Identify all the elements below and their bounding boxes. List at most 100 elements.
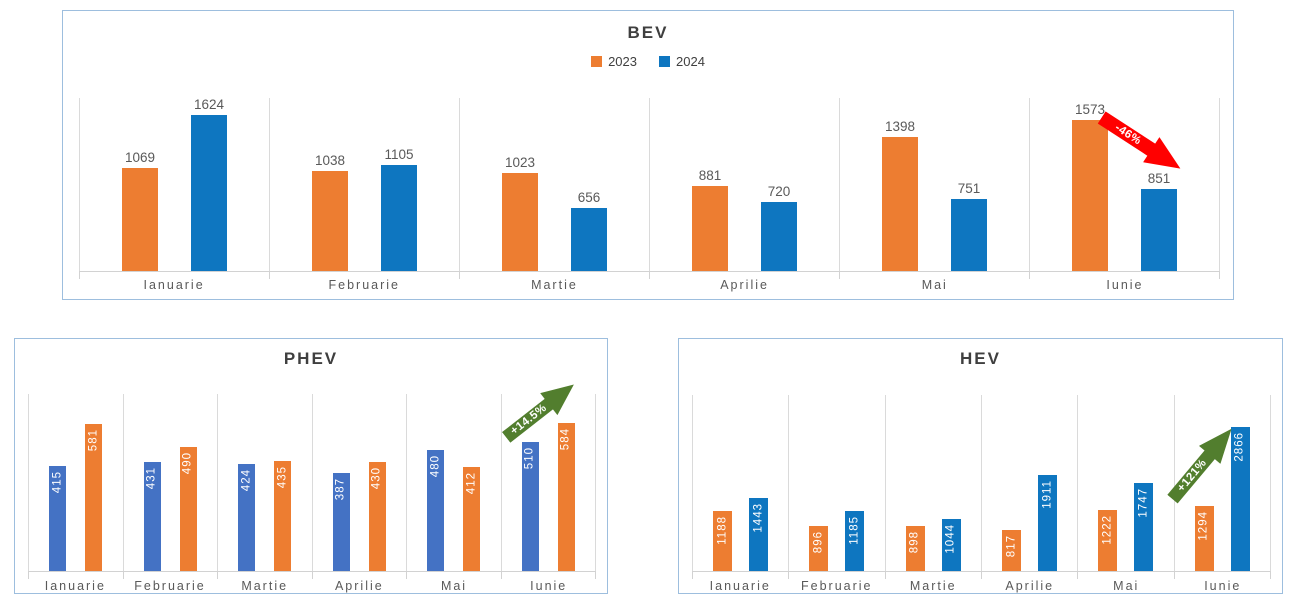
bar-hev-2024-februarie[interactable]: 1185 [845,511,865,571]
bar-pair: 1069 1624 [80,96,269,271]
bar-value-label: 1573 [1074,101,1106,117]
bar-bev-2023-martie[interactable] [502,173,538,271]
bar-hev-2023-martie[interactable]: 898 [905,526,925,571]
bar-group: 1747 [1134,483,1154,571]
category-label-februarie: Februarie [801,579,873,593]
bar-value-label: 1105 [384,146,414,162]
bar-group: 1038 [312,153,348,271]
bar-group: 851 [1141,171,1177,271]
category-label-martie: Martie [241,579,289,593]
bar-bev-2024-iunie[interactable] [1141,189,1177,271]
bar-phev-2023-iunie[interactable]: 510 [521,442,539,571]
bar-hev-2024-mai[interactable]: 1747 [1134,483,1154,571]
legend-label-2024: 2024 [676,54,705,69]
category-cell-februarie: 896 1185 [788,395,884,579]
bar-phev-2024-iunie[interactable]: 584 [557,423,575,571]
bar-hev-2024-martie[interactable]: 1044 [941,519,961,571]
bar-group: 480 [427,450,445,571]
bar-phev-2023-mai[interactable]: 480 [427,450,445,571]
bar-group: 656 [571,189,607,271]
bar-bev-2023-mai[interactable] [882,137,918,271]
phev-plot-area: 415 581 431 490 424 435 387 430 480 412 510 584 +14.… [28,394,596,579]
bar-hev-2023-iunie[interactable]: 1294 [1194,506,1214,571]
bar-pair: 896 1185 [789,511,884,571]
category-label-iunie: Iunie [530,579,568,593]
category-label-mai: Mai [921,278,948,292]
bar-value-label: 1044 [944,524,957,554]
bar-hev-2023-aprilie[interactable]: 817 [1002,530,1022,571]
bar-phev-2023-aprilie[interactable]: 387 [332,473,350,571]
category-cell-iunie: 510 584 +14.5% [501,394,596,579]
bar-phev-2024-mai[interactable]: 412 [463,467,481,571]
category-label-ianuarie: Ianuarie [143,278,205,292]
bar-hev-2023-februarie[interactable]: 896 [809,526,829,571]
category-label-mai: Mai [1113,579,1140,593]
bar-phev-2023-februarie[interactable]: 431 [143,462,161,571]
bar-group: 1294 [1194,506,1214,571]
bar-value-label: 656 [577,189,601,205]
bar-value-label: 581 [87,429,99,452]
bar-pair: 1398 751 [840,118,1029,271]
legend-item-2024: 2024 [659,54,705,69]
bar-group: 435 [274,461,292,571]
bar-group: 415 [49,466,67,571]
bar-value-label: 1911 [1040,480,1053,509]
bar-bev-2024-martie[interactable] [571,208,607,271]
bar-group: 1105 [381,146,417,271]
bar-group: 720 [761,184,797,271]
category-label-iunie: Iunie [1106,278,1144,292]
bar-phev-2023-ianuarie[interactable]: 415 [49,466,67,571]
bev-chart-panel: BEV 2023 2024 1069 1624 1038 1105 1023 656 881… [62,10,1234,300]
bar-bev-2024-aprilie[interactable] [761,202,797,271]
bar-pair: 1038 1105 [270,146,459,271]
bar-pair: 881 720 [650,168,839,271]
bar-hev-2024-iunie[interactable]: 2866 [1230,427,1250,571]
legend-swatch-2024 [659,56,670,67]
bar-group: 424 [238,464,256,571]
category-label-aprilie: Aprilie [334,579,384,593]
category-cell-martie: 1023 656 [459,98,649,279]
category-label-ianuarie: Ianuarie [709,579,771,593]
bar-hev-2023-mai[interactable]: 1222 [1098,510,1118,571]
bar-group: 1624 [191,96,227,271]
bar-bev-2024-mai[interactable] [951,199,987,271]
phev-chart-panel: PHEV 415 581 431 490 424 435 387 430 480 412 510 58… [14,338,608,594]
bar-phev-2023-martie[interactable]: 424 [238,464,256,571]
bar-phev-2024-aprilie[interactable]: 430 [368,462,386,571]
category-label-mai: Mai [440,579,468,593]
bar-phev-2024-martie[interactable]: 435 [274,461,292,571]
category-cell-iunie: 1573 851 -46% [1029,98,1220,279]
category-cell-martie: 898 1044 [884,395,981,579]
category-cell-februarie: 431 490 [122,394,218,579]
legend-item-2023: 2023 [591,54,637,69]
category-label-iunie: Iunie [1204,579,1242,593]
bar-value-label: 1624 [193,96,225,112]
bar-hev-2024-ianuarie[interactable]: 1443 [749,498,769,571]
bar-value-label: 1398 [884,118,916,134]
bar-pair: 424 435 [218,461,312,571]
category-cell-ianuarie: 1188 1443 [692,395,788,579]
bar-bev-2023-iunie[interactable] [1072,120,1108,271]
bar-phev-2024-februarie[interactable]: 490 [179,447,197,571]
bar-hev-2024-aprilie[interactable]: 1911 [1038,475,1058,571]
bar-pair: 1188 1443 [693,498,788,571]
bar-bev-2023-ianuarie[interactable] [122,168,158,271]
bar-hev-2023-ianuarie[interactable]: 1188 [713,511,733,571]
legend: 2023 2024 [63,54,1233,69]
bar-value-label: 431 [145,467,158,490]
bar-pair: 1573 851 [1030,101,1219,271]
bar-group: 581 [85,424,103,571]
chart-title-hev: HEV [960,349,1001,368]
bar-group: 412 [463,467,481,571]
legend-swatch-2023 [591,56,603,67]
bar-bev-2023-aprilie[interactable] [692,186,728,271]
bar-group: 430 [368,462,386,571]
bar-phev-2024-ianuarie[interactable]: 581 [85,424,103,571]
legend-label-2023: 2023 [608,54,637,69]
bar-value-label: 435 [276,466,288,489]
category-label-aprilie: Aprilie [1005,579,1055,593]
bar-bev-2023-februarie[interactable] [312,171,348,271]
bar-value-label: 510 [523,447,536,470]
bar-bev-2024-ianuarie[interactable] [191,115,227,271]
bar-bev-2024-februarie[interactable] [381,165,417,271]
